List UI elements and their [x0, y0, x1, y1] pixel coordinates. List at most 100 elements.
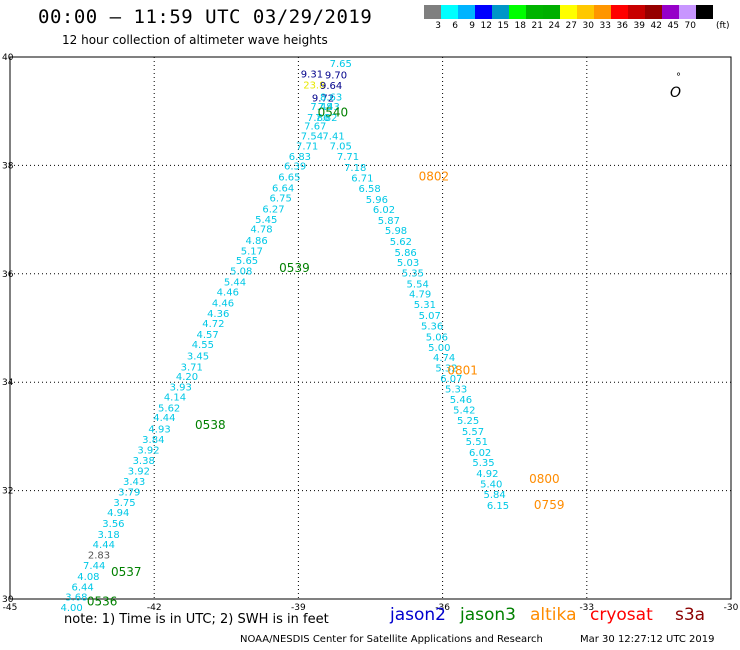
pass-time-label: 0801 [447, 364, 478, 378]
wave-height-label: 9.72 [312, 93, 334, 104]
color-scale-bar [424, 5, 713, 19]
wave-height-label: 5.98 [385, 226, 407, 237]
wave-height-label: 4.79 [409, 290, 431, 301]
wave-height-label: 6.83 [289, 152, 311, 163]
color-scale-ticks: 3 6 9 12 15 18 21 24 27 30 33 36 39 42 45 70 [424, 21, 696, 31]
footer-timestamp: Mar 30 12:27:12 UTC 2019 [580, 634, 715, 645]
color-swatch [543, 5, 560, 19]
lon-tick-label: -33 [579, 603, 594, 613]
color-swatch [594, 5, 611, 19]
satellite-legend-s3a: s3a [675, 605, 706, 625]
wave-height-label: 5.35 [402, 269, 424, 280]
wave-height-label: 5.42 [453, 406, 475, 417]
wave-height-label: 4.46 [212, 298, 234, 309]
color-tick-label: 27 [565, 21, 577, 31]
wave-height-label: 4.20 [176, 372, 198, 383]
color-swatch [492, 5, 509, 19]
wave-height-label: 5.51 [466, 437, 488, 448]
wave-height-label: 5.25 [457, 416, 479, 427]
island-symbol: ° [676, 72, 681, 83]
color-tick-label: 21 [531, 21, 543, 31]
wave-height-label: 5.45 [255, 215, 277, 226]
color-swatch [662, 5, 679, 19]
wave-height-label: 6.71 [351, 174, 373, 185]
wave-height-label: 7.44 [83, 561, 105, 572]
map-frame [9, 56, 732, 600]
color-swatch [526, 5, 543, 19]
wave-height-label: 4.14 [164, 393, 186, 404]
wave-height-label: 4.36 [207, 309, 229, 320]
wave-height-label: 5.03 [397, 258, 419, 269]
pass-time-label: 0802 [419, 170, 450, 184]
satellite-legend-jason3: jason3 [460, 605, 516, 625]
satellite-legend-jason2: jason2 [390, 605, 446, 625]
wave-height-label: 23.8 [303, 80, 325, 91]
lon-tick-label: -36 [435, 603, 450, 613]
color-tick-label: 15 [497, 21, 509, 31]
wave-height-label: 6.07 [440, 374, 462, 385]
lat-tick-label: 36 [2, 270, 14, 280]
color-tick-label: 9 [469, 21, 475, 31]
color-tick-label: 3 [435, 21, 441, 31]
lat-tick-label: 32 [2, 487, 13, 497]
wave-height-label: 5.00 [428, 343, 450, 354]
wave-height-label: 6.58 [358, 184, 380, 195]
wave-height-label: 4.72 [202, 319, 224, 330]
wave-height-label: 4.78 [250, 225, 272, 236]
color-swatch [560, 5, 577, 19]
wave-height-label: 6.64 [272, 183, 294, 194]
wave-height-label: 7.65 [330, 59, 352, 70]
color-tick-label: 70 [684, 21, 696, 31]
wave-height-label: 3.71 [181, 362, 203, 373]
wave-height-label: 5.62 [158, 403, 180, 414]
color-swatch [696, 5, 713, 19]
pass-time-label: 0539 [279, 261, 310, 275]
wave-height-label: 6.02 [373, 205, 395, 216]
wave-height-label: 7.43 [318, 102, 340, 113]
wave-height-label: 5.65 [236, 256, 258, 267]
color-swatch [475, 5, 492, 19]
pass-time-label: 0800 [529, 472, 560, 486]
wave-height-label: 3.68 [65, 593, 87, 604]
wave-height-label: 3.43 [123, 477, 145, 488]
wave-height-label: 5.46 [450, 395, 472, 406]
wave-height-label: 5.44 [224, 278, 246, 289]
color-swatch [628, 5, 645, 19]
satellite-legend-cryosat: cryosat [590, 605, 653, 625]
wave-height-label: 7.05 [330, 142, 352, 153]
pass-time-label: 0536 [87, 595, 118, 609]
island-symbol: O [670, 85, 681, 101]
wave-height-label: 5.86 [395, 248, 417, 259]
wave-height-label: 4.93 [148, 425, 170, 436]
pass-time-label: 0538 [195, 418, 226, 432]
wave-height-label: 8.63 [320, 92, 342, 103]
wave-height-label: 5.84 [483, 490, 505, 501]
wave-height-label: 5.36 [421, 322, 443, 333]
wave-height-label: 5.57 [462, 427, 484, 438]
wave-height-label: 5.17 [241, 246, 263, 257]
wave-height-label: 5.33 [445, 384, 467, 395]
color-tick-label: 18 [514, 21, 526, 31]
wave-height-label: 9.31 [301, 70, 323, 81]
wave-height-label: 5.54 [407, 279, 429, 290]
wave-height-label: 3.56 [102, 519, 124, 530]
wave-height-label: 6.44 [72, 582, 94, 593]
wave-height-label: 5.08 [230, 266, 252, 277]
wave-height-label: 7.18 [344, 163, 366, 174]
wave-height-label: 3.93 [170, 382, 192, 393]
color-tick-label: 39 [633, 21, 645, 31]
color-swatch [424, 5, 441, 19]
wave-height-label: 9.64 [320, 81, 342, 92]
wave-height-label: 4.55 [192, 340, 214, 351]
wave-height-label: 3.92 [137, 446, 159, 457]
color-swatch [509, 5, 526, 19]
satellite-legend-altika: altika [530, 605, 577, 625]
wave-height-label: 4.00 [60, 603, 82, 614]
wave-height-label: 7.67 [304, 122, 326, 133]
wave-height-label: 7.48 [310, 102, 332, 113]
lon-tick-label: -30 [724, 603, 739, 613]
wave-height-label: 4.44 [153, 413, 175, 424]
wave-height-label: 3.45 [187, 351, 209, 362]
pass-time-label: 0540 [318, 106, 349, 120]
wave-height-label: 4.08 [77, 572, 99, 583]
